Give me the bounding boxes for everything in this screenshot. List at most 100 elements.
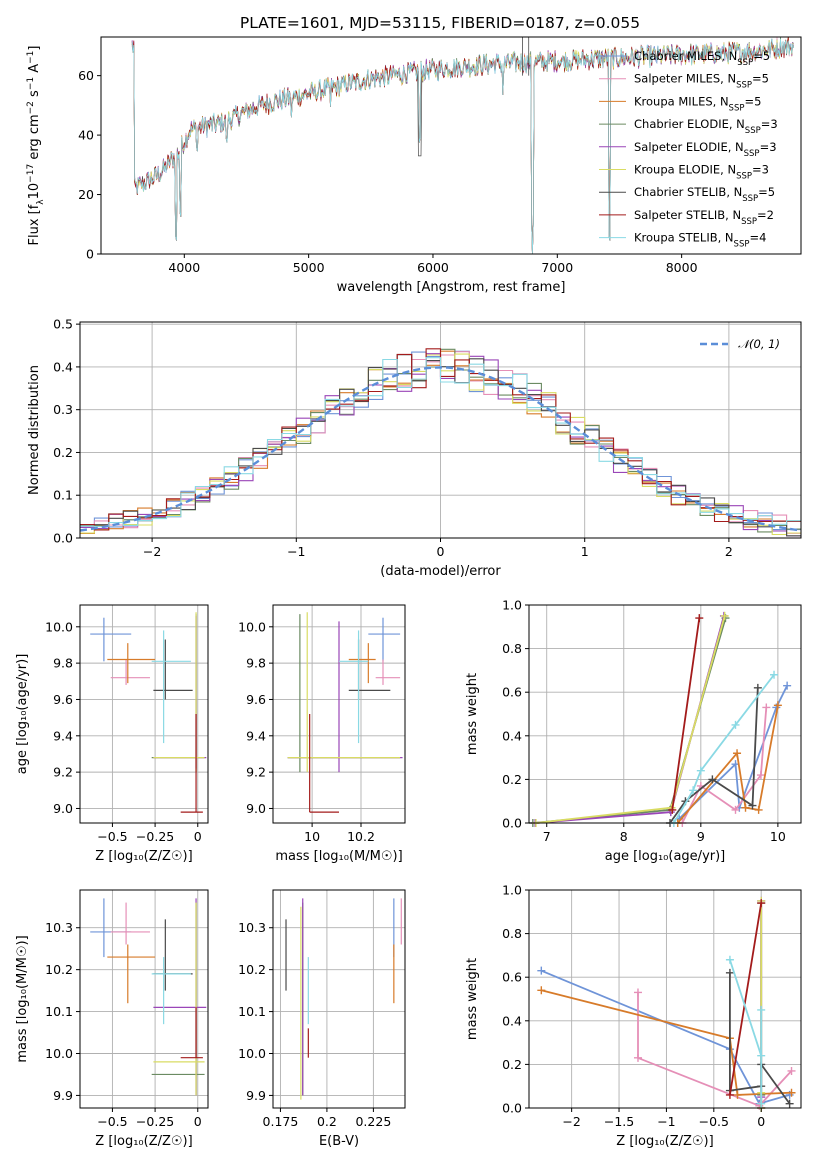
spectrum-panel: 4000 5000 6000 7000 8000 0 20 40 60 wavelength [A… [26,36,802,295]
y-tick-label: 0.2 [502,772,522,787]
x-tick-label: 1 [581,544,589,559]
y-tick-label: 10.2 [238,962,266,977]
x-axis-label: Z [log₁₀(Z/Z☉)] [616,1134,713,1149]
y-tick-label: 9.0 [246,801,266,816]
y-tick-label: 0.5 [53,317,73,332]
y-tick-label: 0.0 [502,816,522,831]
y-tick-label: 10.1 [238,1004,266,1019]
mass-vs-ebv-panel: 0.175 0.2 0.225 9.9 10.0 10.1 10.2 10.3 E(B-V) [238,889,406,1149]
weight-marker [537,966,546,975]
x-tick-label: 10 [304,829,320,844]
axes-frame [100,36,802,255]
y-tick-label: 10.0 [45,1046,73,1061]
x-tick-label: 0 [194,1114,202,1129]
weight-marker [785,1099,794,1108]
x-tick-label: −1 [287,544,305,559]
plot-area [80,605,208,823]
x-tick-label: 2 [725,544,733,559]
weight-marker [689,786,698,795]
x-tick-label: −0.25 [136,829,174,844]
x-axis-label: mass [log₁₀(M/M☉)] [275,849,402,864]
weight-marker [708,775,717,784]
y-tick-label: 10.0 [238,619,266,634]
weight-marker [725,955,734,964]
x-tick-label: 0.2 [317,1114,337,1129]
y-tick-label: 10.1 [45,1004,73,1019]
weight-marker [633,1053,642,1062]
plot-area [80,890,208,1108]
x-tick-label: −2 [562,1114,580,1129]
y-tick-label: 0.1 [53,488,73,503]
y-axis-label: age [log₁₀(age/yr)] [15,654,30,775]
y-tick-label: 1.0 [502,598,522,613]
weight-series-line [671,617,701,811]
weight-marker [753,683,762,692]
x-tick-label: 9 [697,829,705,844]
plot-area [529,605,801,823]
x-tick-label: 8 [620,829,628,844]
y-tick-label: 9.6 [246,692,266,707]
residuals-panel: −2 −1 0 1 2 0.0 0.1 0.2 0.3 0.4 0.5 (data-model)/er… [27,317,802,579]
weight-marker [731,720,740,729]
y-tick-label: 0.6 [502,970,522,985]
x-tick-label: 10.2 [347,829,375,844]
weight-marker [773,701,782,710]
y-tick-label: 40 [78,128,94,143]
weight-marker [731,805,740,814]
y-tick-label: 0.2 [53,445,73,460]
weight-marker [633,988,642,997]
x-tick-label: 0.225 [355,1114,391,1129]
weight-marker [770,670,779,679]
weight-marker [762,703,771,712]
x-tick-label: 0 [757,1114,765,1129]
y-axis-label: mass [log₁₀(M/M☉)] [15,935,30,1062]
weight-marker [783,681,792,690]
weight-marker [537,986,546,995]
normal-curve [79,366,802,532]
weight-marker [756,771,765,780]
y-tick-label: 0.8 [502,641,522,656]
y-axis-label: Flux [fλ10−17 erg cm−2 s−1 A−1] [26,46,46,246]
x-axis-label: wavelength [Angstrom, rest frame] [337,280,566,295]
weight-marker [757,1051,766,1060]
y-tick-label: 10.0 [45,619,73,634]
y-tick-label: 0.3 [53,402,73,417]
y-tick-label: 9.8 [246,656,266,671]
x-tick-label: −0.5 [97,1114,127,1129]
weight-marker [757,1005,766,1014]
y-tick-label: 60 [78,68,94,83]
y-tick-label: 9.6 [53,692,73,707]
y-tick-label: 0.4 [502,1013,522,1028]
y-tick-label: 0.0 [502,1101,522,1116]
y-tick-label: 0.2 [502,1057,522,1072]
y-tick-label: 9.2 [246,765,266,780]
x-axis-label: Z [log₁₀(Z/Z☉)] [95,1134,192,1149]
weight-marker [757,1099,766,1108]
weight-marker [733,1090,742,1099]
y-tick-label: 0.0 [53,531,73,546]
age-vs-mass-panel: 10 10.2 9.0 9.2 9.4 9.6 9.8 10.0 mass [log₁₀(M/M… [238,604,406,864]
x-tick-label: 6000 [417,260,449,275]
x-tick-label: −0.5 [699,1114,729,1129]
x-tick-label: −0.25 [136,1114,174,1129]
weight-marker [725,1090,734,1099]
x-axis-label: (data-model)/error [380,564,501,579]
y-tick-label: 0.4 [53,359,73,374]
x-axis-label: E(B-V) [319,1134,359,1149]
axes-frame [528,604,802,824]
weight-marker [741,803,750,812]
y-axis-label: mass weight [465,958,480,1040]
y-tick-label: 9.4 [246,728,266,743]
plot-area [529,890,801,1108]
age-vs-Z-panel: −0.5 −0.25 0 9.0 9.2 9.4 9.6 9.8 10.0 Z [log₁₀(Z/… [15,604,209,864]
weight-series-line [637,992,793,1107]
x-tick-label: 4000 [168,260,200,275]
weight-marker [787,1088,796,1097]
x-tick-label: 8000 [666,260,698,275]
axes-frame [79,889,209,1109]
histogram-series [80,357,801,528]
weight-marker [720,611,729,620]
legend-label: 𝒩(0, 1) [738,337,780,351]
x-tick-label: −1 [657,1114,675,1129]
